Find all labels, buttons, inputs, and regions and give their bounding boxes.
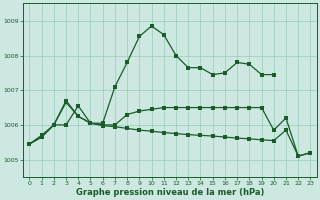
X-axis label: Graphe pression niveau de la mer (hPa): Graphe pression niveau de la mer (hPa) [76, 188, 264, 197]
